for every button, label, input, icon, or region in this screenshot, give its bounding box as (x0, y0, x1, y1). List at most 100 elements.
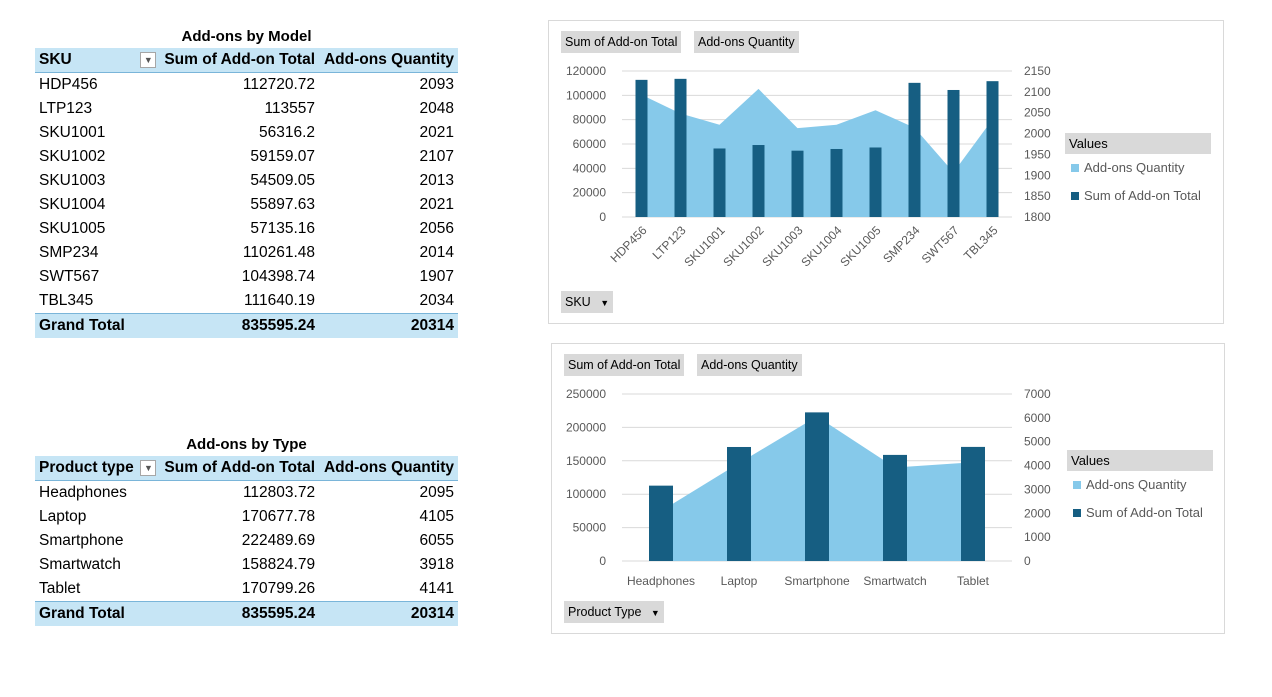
header-sku[interactable]: SKU ▼ (35, 48, 161, 73)
row-label-cell[interactable]: Tablet (39, 580, 81, 597)
row-label-cell[interactable]: TBL345 (39, 292, 94, 309)
sum-total-cell[interactable]: 54509.05 (250, 172, 316, 189)
sum-total-cell[interactable]: 170799.26 (241, 580, 316, 597)
bar-SKU1001[interactable] (713, 148, 726, 217)
row-label-cell[interactable]: SKU1004 (39, 196, 106, 213)
table-row[interactable]: SWT567 104398.74 1907 (35, 265, 458, 289)
sum-total-cell[interactable]: 104398.74 (241, 268, 316, 285)
quantity-cell[interactable]: 4105 (419, 508, 454, 525)
header-sum-total[interactable]: Sum of Add-on Total (160, 456, 320, 481)
axis-field-button-sku[interactable]: SKU ▼ (561, 291, 615, 313)
table-row[interactable]: SKU1005 57135.16 2056 (35, 217, 458, 241)
grand-total-sum[interactable]: 835595.24 (160, 313, 320, 338)
sum-total-cell[interactable]: 222489.69 (241, 532, 316, 549)
header-quantity[interactable]: Add-ons Quantity (319, 456, 458, 481)
table-row[interactable]: SKU1001 56316.2 2021 (35, 121, 458, 145)
sum-total-cell[interactable]: 113557 (264, 100, 316, 117)
field-button-quantity[interactable]: Add-ons Quantity (694, 31, 800, 53)
table-row[interactable]: SKU1004 55897.63 2021 (35, 193, 458, 217)
grand-total-label[interactable]: Grand Total (35, 313, 161, 338)
table-row[interactable]: Laptop 170677.78 4105 (35, 505, 458, 529)
table-row[interactable]: Tablet 170799.26 4141 (35, 577, 458, 602)
row-label-cell[interactable]: SWT567 (39, 268, 100, 285)
quantity-cell[interactable]: 2014 (419, 244, 454, 261)
bar-Headphones[interactable] (649, 485, 673, 561)
bar-HDP456[interactable] (635, 79, 648, 217)
table-row[interactable]: SKU1002 59159.07 2107 (35, 145, 458, 169)
bar-Laptop[interactable] (727, 446, 751, 561)
row-label-cell[interactable]: Laptop (39, 508, 87, 525)
sum-total-cell[interactable]: 170677.78 (241, 508, 316, 525)
row-label-cell[interactable]: LTP123 (39, 100, 93, 117)
grand-total-quantity[interactable]: 20314 (319, 601, 458, 626)
grand-total-quantity[interactable]: 20314 (319, 313, 458, 338)
grand-total-row[interactable]: Grand Total 835595.24 20314 (35, 601, 458, 626)
row-label-cell[interactable]: SKU1001 (39, 124, 106, 141)
pivot-chart-by-model[interactable]: 0 20000 40000 60000 80000 100000 120000 1800 185… (548, 20, 1224, 324)
table-row[interactable]: HDP456 112720.72 2093 (35, 73, 458, 98)
table-row[interactable]: SMP234 110261.48 2014 (35, 241, 458, 265)
sum-total-cell[interactable]: 158824.79 (241, 556, 316, 573)
quantity-cell[interactable]: 2013 (419, 172, 454, 189)
table-row[interactable]: LTP123 113557 2048 (35, 97, 458, 121)
sum-total-cell[interactable]: 55897.63 (250, 196, 316, 213)
row-label-cell[interactable]: HDP456 (39, 76, 98, 93)
bar-SKU1003[interactable] (791, 150, 804, 217)
table-row[interactable]: Smartwatch 158824.79 3918 (35, 553, 458, 577)
table-row[interactable]: TBL345 111640.19 2034 (35, 289, 458, 314)
chart-legend[interactable]: Values Add-ons Quantity Sum of Add-on To… (1067, 450, 1213, 527)
quantity-cell[interactable]: 4141 (419, 580, 454, 597)
quantity-cell[interactable]: 2021 (419, 124, 454, 141)
pivot-chart-by-type[interactable]: 0 50000 100000 150000 200000 250000 0 1000 2000 3… (551, 343, 1225, 634)
bar-LTP123[interactable] (674, 78, 687, 217)
quantity-cell[interactable]: 3918 (419, 556, 454, 573)
header-quantity[interactable]: Add-ons Quantity (319, 48, 458, 73)
sum-total-cell[interactable]: 111640.19 (244, 292, 316, 309)
row-label-cell[interactable]: SKU1003 (39, 172, 106, 189)
filter-dropdown-icon[interactable]: ▼ (140, 460, 157, 476)
bar-TBL345[interactable] (986, 81, 999, 217)
row-label-cell[interactable]: SKU1002 (39, 148, 106, 165)
row-label-cell[interactable]: SMP234 (39, 244, 99, 261)
bar-Smartwatch[interactable] (883, 454, 907, 561)
sum-total-cell[interactable]: 59159.07 (250, 148, 316, 165)
bar-SKU1005[interactable] (869, 147, 882, 217)
bar-SMP234[interactable] (908, 82, 921, 217)
table-row[interactable]: Headphones 112803.72 2095 (35, 481, 458, 506)
quantity-cell[interactable]: 2093 (419, 76, 454, 93)
row-label-cell[interactable]: Smartwatch (39, 556, 121, 573)
grand-total-sum[interactable]: 835595.24 (160, 601, 320, 626)
header-sum-total[interactable]: Sum of Add-on Total (160, 48, 320, 73)
bar-SWT567[interactable] (947, 89, 960, 217)
grand-total-label[interactable]: Grand Total (35, 601, 161, 626)
bar-Tablet[interactable] (961, 446, 985, 561)
sum-total-cell[interactable]: 110261.48 (242, 244, 316, 261)
chart-legend[interactable]: Values Add-ons Quantity Sum of Add-on To… (1065, 133, 1211, 210)
quantity-cell[interactable]: 2034 (419, 292, 454, 309)
filter-dropdown-icon[interactable]: ▼ (140, 52, 157, 68)
quantity-cell[interactable]: 2021 (419, 196, 454, 213)
sum-total-cell[interactable]: 112720.72 (242, 76, 316, 93)
quantity-cell[interactable]: 2056 (419, 220, 454, 237)
row-label-cell[interactable]: SKU1005 (39, 220, 106, 237)
row-label-cell[interactable]: Smartphone (39, 532, 124, 549)
table-row[interactable]: SKU1003 54509.05 2013 (35, 169, 458, 193)
area-series-quantity[interactable] (641, 88, 993, 218)
grand-total-row[interactable]: Grand Total 835595.24 20314 (35, 313, 458, 338)
quantity-cell[interactable]: 2107 (419, 148, 454, 165)
table-row[interactable]: Smartphone 222489.69 6055 (35, 529, 458, 553)
bar-SKU1004[interactable] (830, 148, 843, 217)
axis-field-button-product-type[interactable]: Product Type ▼ (564, 601, 665, 623)
header-product-type[interactable]: Product type ▼ (35, 456, 161, 481)
quantity-cell[interactable]: 6055 (419, 532, 454, 549)
quantity-cell[interactable]: 1907 (419, 268, 454, 285)
quantity-cell[interactable]: 2095 (419, 484, 454, 501)
sum-total-cell[interactable]: 112803.72 (242, 484, 316, 501)
field-button-quantity[interactable]: Add-ons Quantity (697, 354, 803, 376)
sum-total-cell[interactable]: 57135.16 (250, 220, 316, 237)
bar-Smartphone[interactable] (805, 412, 829, 561)
bar-SKU1002[interactable] (752, 145, 765, 217)
field-button-sum-total[interactable]: Sum of Add-on Total (561, 31, 683, 53)
row-label-cell[interactable]: Headphones (39, 484, 127, 501)
quantity-cell[interactable]: 2048 (419, 100, 454, 117)
